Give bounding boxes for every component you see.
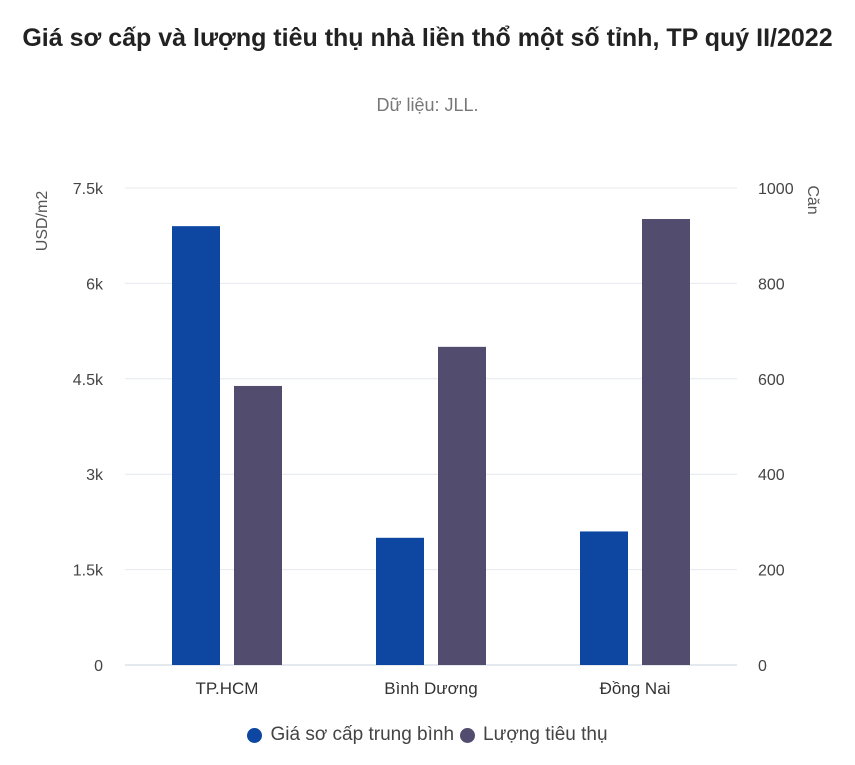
legend-label-volume: Lượng tiêu thụ: [483, 724, 608, 745]
y-right-tick-label: 200: [758, 563, 785, 580]
x-tick-label: TP.HCM: [196, 679, 259, 698]
legend-swatch-price: [247, 727, 263, 743]
y-left-tick-label: 6k: [86, 276, 104, 293]
bar-price: [376, 537, 424, 665]
y-right-tick-label: 600: [758, 372, 785, 389]
y-left-tick-label: 0: [94, 658, 103, 675]
chart-subtitle: Dữ liệu: JLL.: [376, 95, 479, 115]
y-right-tick-label: 0: [758, 658, 767, 675]
legend-label-price: Giá sơ cấp trung bình: [270, 724, 455, 745]
bar-volume: [234, 385, 282, 665]
legend-item-price[interactable]: Giá sơ cấp trung bình: [247, 724, 454, 746]
bar-volume: [642, 219, 690, 665]
y-left-tick-label: 7.5k: [73, 181, 104, 198]
y-left-tick-label: 1.5k: [73, 563, 104, 580]
bar-price: [580, 531, 628, 665]
y-right-tick-label: 800: [758, 276, 785, 293]
bar-volume: [438, 346, 486, 665]
legend-swatch-volume: [460, 727, 476, 743]
bar-price: [172, 226, 220, 665]
chart-title: Giá sơ cấp và lượng tiêu thụ nhà liền th…: [22, 24, 833, 52]
legend: Giá sơ cấp trung bình Lượng tiêu thụ: [0, 724, 855, 746]
y-left-axis-title: USD/m2: [34, 191, 51, 252]
legend-item-volume[interactable]: Lượng tiêu thụ: [460, 724, 608, 746]
y-left-tick-label: 3k: [86, 467, 104, 484]
y-left-tick-label: 4.5k: [73, 372, 104, 389]
y-right-tick-label: 1000: [758, 181, 794, 198]
x-tick-label: Bình Dương: [384, 679, 477, 698]
x-tick-label: Đồng Nai: [600, 679, 671, 698]
y-right-tick-label: 400: [758, 467, 785, 484]
y-right-axis-title: Căn: [804, 185, 821, 214]
